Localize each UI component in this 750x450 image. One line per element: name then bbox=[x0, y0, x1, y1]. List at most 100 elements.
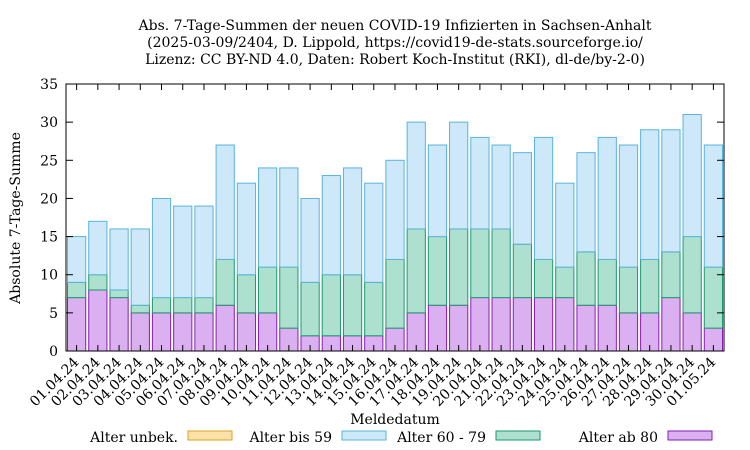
legend-swatch bbox=[495, 430, 541, 441]
bar-alter-60-79-25.04.24 bbox=[576, 251, 596, 306]
bar-alter-ab-80-24.04.24 bbox=[555, 297, 575, 352]
legend-swatch bbox=[667, 430, 713, 441]
bar-alter-60-79-10.04.24 bbox=[258, 266, 278, 314]
legend-swatch bbox=[187, 430, 233, 441]
bar-alter-60-79-24.04.24 bbox=[555, 266, 575, 299]
bar-alter-bis-59-05.04.24 bbox=[151, 197, 172, 299]
bar-alter-60-79-02.04.24 bbox=[88, 274, 108, 291]
bar-alter-60-79-20.04.24 bbox=[470, 228, 490, 299]
bar-alter-bis-59-03.04.24 bbox=[109, 228, 129, 291]
title-line-3: Lizenz: CC BY-ND 4.0, Daten: Robert Koch… bbox=[145, 52, 645, 68]
bar-alter-bis-59-21.04.24 bbox=[491, 144, 511, 230]
bar-alter-bis-59-13.04.24 bbox=[321, 175, 341, 276]
x-axis-label: Meldedatum bbox=[350, 412, 440, 428]
y-tick-label: 0 bbox=[49, 344, 58, 360]
bar-alter-bis-59-07.04.24 bbox=[194, 205, 214, 299]
y-tick-label: 10 bbox=[40, 268, 58, 284]
bar-alter-bis-59-06.04.24 bbox=[173, 205, 193, 299]
bar-alter-bis-59-12.04.24 bbox=[300, 197, 320, 283]
bar-alter-60-79-22.04.24 bbox=[512, 243, 532, 299]
bar-alter-ab-80-02.04.24 bbox=[88, 289, 108, 352]
x-axis: 01.04.2402.04.2403.04.2404.04.2405.04.24… bbox=[27, 84, 719, 410]
title-line-2: (2025-03-09/2404, D. Lippold, https://co… bbox=[147, 35, 643, 51]
legend-swatch bbox=[341, 430, 387, 441]
bar-alter-bis-59-23.04.24 bbox=[533, 136, 554, 260]
y-tick-label: 20 bbox=[40, 191, 58, 207]
bar-alter-bis-59-11.04.24 bbox=[279, 167, 299, 268]
bar-alter-60-79-05.04.24 bbox=[151, 297, 172, 314]
bar-alter-ab-80-18.04.24 bbox=[427, 304, 448, 352]
bar-alter-bis-59-09.04.24 bbox=[236, 182, 257, 276]
bar-alter-bis-59-08.04.24 bbox=[215, 144, 235, 260]
bar-alter-ab-80-25.04.24 bbox=[576, 304, 596, 352]
bar-alter-60-79-18.04.24 bbox=[427, 236, 448, 306]
y-tick-label: 15 bbox=[40, 230, 58, 246]
y-tick-label: 25 bbox=[40, 153, 58, 169]
bar-alter-ab-80-26.04.24 bbox=[597, 304, 617, 352]
bar-alter-bis-59-28.04.24 bbox=[640, 129, 660, 260]
bar-alter-ab-80-29.04.24 bbox=[661, 297, 681, 352]
bar-alter-60-79-16.04.24 bbox=[385, 258, 405, 329]
bar-alter-bis-59-14.04.24 bbox=[342, 167, 363, 276]
bar-alter-60-79-30.04.24 bbox=[682, 236, 702, 314]
bar-alter-60-79-12.04.24 bbox=[300, 281, 320, 337]
bar-alter-bis-59-04.04.24 bbox=[130, 228, 150, 306]
bar-alter-ab-80-01.04.24 bbox=[67, 297, 87, 352]
bar-alter-ab-80-03.04.24 bbox=[109, 297, 129, 352]
bar-alter-60-79-09.04.24 bbox=[236, 274, 257, 314]
bar-alter-bis-59-19.04.24 bbox=[449, 121, 469, 230]
bar-alter-bis-59-25.04.24 bbox=[576, 152, 596, 253]
bar-alter-60-79-07.04.24 bbox=[194, 297, 214, 314]
bar-alter-bis-59-24.04.24 bbox=[555, 182, 575, 268]
bar-alter-bis-59-15.04.24 bbox=[364, 182, 384, 283]
y-tick-label: 35 bbox=[40, 77, 58, 93]
bar-alter-ab-80-23.04.24 bbox=[533, 297, 554, 352]
bar-alter-bis-59-29.04.24 bbox=[661, 129, 681, 253]
bar-alter-bis-59-01.05.24 bbox=[703, 144, 723, 268]
bar-alter-60-79-26.04.24 bbox=[597, 258, 617, 306]
bar-alter-60-79-01.05.24 bbox=[703, 266, 723, 329]
bar-alter-60-79-01.04.24 bbox=[67, 281, 87, 299]
y-tick-label: 30 bbox=[40, 115, 58, 131]
bar-alter-bis-59-02.04.24 bbox=[88, 220, 108, 276]
bar-alter-ab-80-22.04.24 bbox=[512, 297, 532, 352]
bar-alter-60-79-28.04.24 bbox=[640, 258, 660, 314]
legend-label: Alter ab 80 bbox=[578, 430, 658, 446]
bar-alter-60-79-17.04.24 bbox=[406, 228, 426, 314]
legend: Alter unbek. Alter bis 59 Alter 60 - 79 Alt… bbox=[89, 430, 713, 446]
bar-alter-bis-59-20.04.24 bbox=[470, 136, 490, 230]
bar-alter-60-79-27.04.24 bbox=[618, 266, 639, 314]
bar-alter-ab-80-19.04.24 bbox=[449, 304, 469, 352]
y-tick-label: 5 bbox=[49, 306, 58, 322]
bar-alter-60-79-04.04.24 bbox=[130, 304, 150, 314]
bar-alter-bis-59-26.04.24 bbox=[597, 136, 617, 260]
bar-alter-60-79-14.04.24 bbox=[342, 274, 363, 337]
bar-alter-bis-59-27.04.24 bbox=[618, 144, 639, 268]
bar-alter-ab-80-21.04.24 bbox=[491, 297, 511, 352]
bar-alter-60-79-03.04.24 bbox=[109, 289, 129, 299]
bar-alter-ab-80-08.04.24 bbox=[215, 304, 235, 352]
bars bbox=[67, 114, 723, 352]
bar-alter-60-79-29.04.24 bbox=[661, 251, 681, 299]
y-axis-label: Absolute 7-Tage-Summe bbox=[8, 132, 24, 305]
bar-alter-bis-59-22.04.24 bbox=[512, 152, 532, 245]
chart-title: Abs. 7-Tage-Summen der neuen COVID-19 In… bbox=[138, 18, 652, 68]
bar-alter-60-79-11.04.24 bbox=[279, 266, 299, 329]
bar-alter-bis-59-18.04.24 bbox=[427, 144, 448, 238]
bar-alter-ab-80-20.04.24 bbox=[470, 297, 490, 352]
bar-alter-60-79-15.04.24 bbox=[364, 281, 384, 337]
bar-alter-60-79-08.04.24 bbox=[215, 258, 235, 306]
bar-alter-bis-59-17.04.24 bbox=[406, 121, 426, 230]
bar-alter-bis-59-10.04.24 bbox=[258, 167, 278, 268]
legend-label: Alter 60 - 79 bbox=[396, 430, 486, 446]
bar-alter-60-79-19.04.24 bbox=[449, 228, 469, 306]
bar-alter-60-79-23.04.24 bbox=[533, 258, 554, 299]
bar-alter-60-79-13.04.24 bbox=[321, 274, 341, 337]
bar-alter-60-79-21.04.24 bbox=[491, 228, 511, 299]
y-axis: 0 5 10 15 20 25 30 35 bbox=[40, 77, 724, 360]
legend-label: Alter unbek. bbox=[89, 430, 178, 446]
bar-alter-60-79-06.04.24 bbox=[173, 297, 193, 314]
bar-alter-bis-59-16.04.24 bbox=[385, 159, 405, 260]
bar-alter-bis-59-30.04.24 bbox=[682, 114, 702, 238]
